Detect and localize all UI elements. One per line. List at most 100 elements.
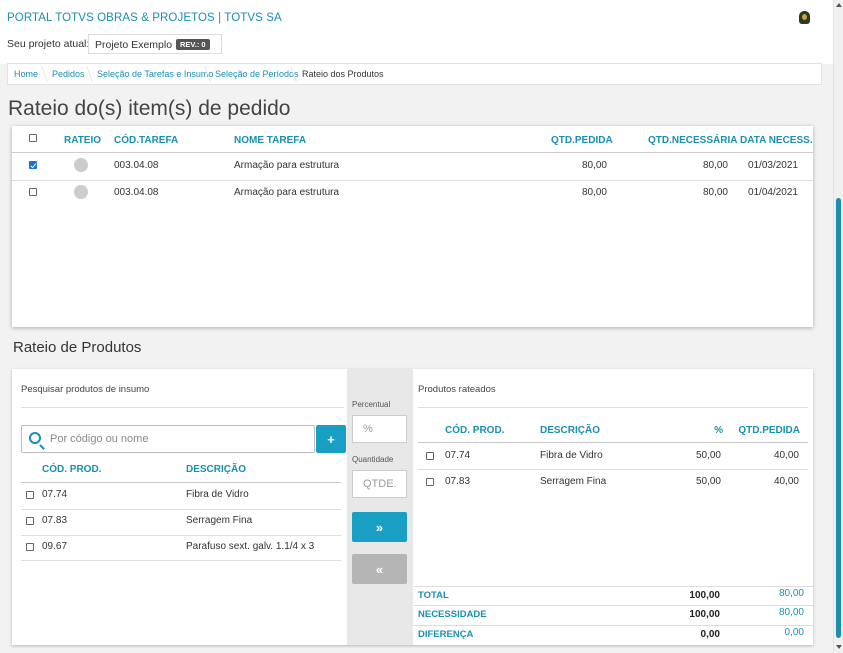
cell-data: 01/03/2021 [747, 160, 798, 171]
row-checkbox[interactable] [26, 491, 34, 499]
totals-divider [413, 605, 813, 606]
quantity-label: Quantidade [352, 455, 394, 464]
search-products-panel: Pesquisar produtos de insumo + CÓD. PROD… [12, 369, 347, 645]
col-cod-tarefa: CÓD.TAREFA [114, 135, 179, 146]
scroll-up-icon[interactable] [836, 3, 842, 7]
col-descricao: DESCRIÇÃO [186, 464, 247, 475]
row-divider [21, 560, 341, 561]
cell-cod-prod: 07.83 [445, 476, 471, 487]
breadcrumb-selecao-tarefas[interactable]: Seleção de Tarefas e Insumo [97, 69, 214, 79]
cell-descricao: Parafuso sext. galv. 1.1/4 x 3 [186, 541, 315, 552]
cell-qtd: 40,00 [773, 450, 799, 461]
cell-qtd-pedida: 80,00 [581, 160, 607, 171]
header-divider [12, 152, 813, 153]
totals-divider [413, 586, 813, 587]
cell-qtd: 40,00 [773, 476, 799, 487]
col-cod-prod: CÓD. PROD. [42, 464, 102, 475]
allocated-heading: Produtos rateados [418, 384, 496, 395]
breadcrumb-home[interactable]: Home [14, 69, 39, 79]
cell-qtd-necessaria: 80,00 [702, 160, 728, 171]
search-icon [29, 432, 41, 444]
breadcrumb-separator [41, 66, 48, 82]
necessidade-label: NECESSIDADE [418, 609, 487, 620]
necessidade-qtd: 80,00 [778, 607, 804, 618]
header: PORTAL TOTVS OBRAS & PROJETOS | TOTVS SA… [0, 0, 833, 64]
cell-descricao: Serragem Fina [540, 476, 607, 487]
breadcrumb-selecao-periodos[interactable]: Seleção de Períodos [215, 69, 299, 79]
total-label: TOTAL [418, 590, 449, 601]
col-qtd-pedida: QTD.PEDIDA [738, 425, 800, 436]
col-cod-prod: CÓD. PROD. [445, 425, 505, 436]
row-divider [418, 469, 808, 470]
rateio-status-icon [74, 185, 88, 199]
col-rateio: RATEIO [64, 135, 102, 146]
diferenca-label: DIFERENÇA [418, 629, 474, 640]
breadcrumb: Home Pedidos Seleção de Tarefas e Insumo… [7, 63, 822, 85]
header-divider [418, 442, 808, 443]
rateio-section-title: Rateio de Produtos [13, 339, 142, 356]
allocation-controls: Percentual Quantidade » « [347, 369, 413, 645]
select-all-checkbox[interactable] [29, 134, 37, 142]
search-field[interactable] [21, 425, 315, 453]
row-checkbox[interactable] [426, 452, 434, 460]
cell-cod-prod: 09.67 [42, 541, 68, 552]
tasks-table: RATEIO CÓD.TAREFA NOME TAREFA QTD.PEDIDA… [12, 126, 813, 327]
col-data-necess: DATA NECESS. [740, 135, 813, 146]
move-left-button[interactable]: « [352, 554, 407, 584]
col-percent: % [714, 425, 723, 436]
row-checkbox[interactable] [26, 517, 34, 525]
breadcrumb-current: Rateio dos Produtos [302, 69, 384, 79]
row-checkbox[interactable] [29, 161, 37, 169]
project-label: Seu projeto atual: [7, 38, 90, 50]
row-checkbox[interactable] [29, 188, 37, 196]
percent-label: Percentual [352, 400, 391, 409]
cell-qtd-necessaria: 80,00 [702, 187, 728, 198]
revision-badge: REV.: 0 [176, 39, 210, 50]
portal-title[interactable]: PORTAL TOTVS OBRAS & PROJETOS | TOTVS SA [7, 12, 282, 24]
row-divider [12, 180, 813, 181]
row-checkbox[interactable] [426, 478, 434, 486]
cell-percent: 50,00 [695, 450, 721, 461]
rateio-panel: Pesquisar produtos de insumo + CÓD. PROD… [12, 369, 813, 645]
user-avatar-icon[interactable] [799, 11, 810, 24]
divider [418, 407, 808, 408]
header-divider [21, 482, 341, 483]
scroll-down-icon[interactable] [836, 645, 842, 649]
col-qtd-necessaria: QTD.NECESSÁRIA [648, 135, 738, 146]
necessidade-percent: 100,00 [689, 609, 720, 620]
total-qtd: 80,00 [778, 588, 804, 599]
add-product-button[interactable]: + [316, 425, 346, 453]
project-selector[interactable]: Projeto Exemplo REV.: 0 [88, 34, 222, 54]
row-checkbox[interactable] [26, 543, 34, 551]
totals-divider [413, 625, 813, 626]
rateio-status-icon [74, 158, 88, 172]
search-heading: Pesquisar produtos de insumo [21, 384, 150, 395]
breadcrumb-pedidos[interactable]: Pedidos [52, 69, 85, 79]
cell-cod-tarefa: 003.04.08 [114, 187, 159, 198]
search-input[interactable] [50, 431, 310, 447]
row-divider [21, 509, 341, 510]
page-title: Rateio do(s) item(s) de pedido [8, 97, 291, 120]
col-qtd-pedida: QTD.PEDIDA [551, 135, 613, 146]
total-percent: 100,00 [689, 590, 720, 601]
quantity-input[interactable] [352, 470, 407, 498]
cell-percent: 50,00 [695, 476, 721, 487]
cell-nome-tarefa: Armação para estrutura [234, 160, 340, 171]
cell-cod-prod: 07.83 [42, 515, 68, 526]
cell-cod-tarefa: 003.04.08 [114, 160, 159, 171]
col-descricao: DESCRIÇÃO [540, 425, 601, 436]
move-right-button[interactable]: » [352, 512, 407, 542]
scroll-thumb[interactable] [836, 198, 841, 638]
project-name: Projeto Exemplo [95, 39, 173, 51]
cell-cod-prod: 07.74 [42, 489, 68, 500]
row-divider [21, 535, 341, 536]
percent-input[interactable] [352, 415, 407, 443]
breadcrumb-separator [86, 66, 93, 82]
cell-nome-tarefa: Armação para estrutura [234, 187, 340, 198]
divider [21, 407, 344, 408]
cell-cod-prod: 07.74 [445, 450, 471, 461]
cell-descricao: Serragem Fina [186, 515, 253, 526]
cell-data: 01/04/2021 [747, 187, 798, 198]
col-nome-tarefa: NOME TAREFA [234, 135, 307, 146]
page-scrollbar[interactable] [833, 0, 843, 653]
